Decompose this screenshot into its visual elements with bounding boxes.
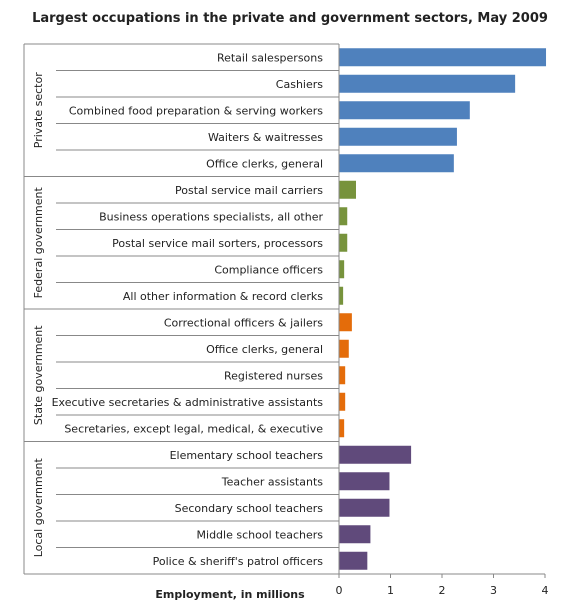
category-label: Secondary school teachers <box>175 502 324 515</box>
x-tick-label: 0 <box>336 584 343 597</box>
x-tick-label: 1 <box>387 584 394 597</box>
bar <box>339 74 516 93</box>
chart-title: Largest occupations in the private and g… <box>32 11 548 26</box>
category-label: Compliance officers <box>214 263 323 276</box>
bar <box>339 419 345 438</box>
category-label: Executive secretaries & administrative a… <box>52 396 324 409</box>
bar <box>339 286 344 305</box>
bar <box>339 233 348 252</box>
bar <box>339 101 470 120</box>
category-label: Business operations specialists, all oth… <box>99 210 323 223</box>
bar <box>339 339 349 358</box>
bar <box>339 48 547 67</box>
bar <box>339 392 346 411</box>
bar <box>339 313 352 332</box>
bar <box>339 472 390 491</box>
category-label: Retail salespersons <box>217 51 323 64</box>
category-label: Waiters & waitresses <box>208 131 323 144</box>
category-label: Postal service mail carriers <box>175 184 323 197</box>
bar <box>339 154 454 173</box>
bar <box>339 525 371 544</box>
category-label: Teacher assistants <box>221 475 323 488</box>
group-label: State government <box>32 325 45 425</box>
x-tick-label: 4 <box>542 584 549 597</box>
group-label: Federal government <box>32 187 45 299</box>
category-label: Registered nurses <box>224 369 323 382</box>
category-label: Police & sheriff's patrol officers <box>153 555 324 568</box>
category-label: Secretaries, except legal, medical, & ex… <box>64 422 323 435</box>
category-label: Middle school teachers <box>197 528 324 541</box>
bar <box>339 180 356 199</box>
category-label: Postal service mail sorters, processors <box>112 237 323 250</box>
bar <box>339 498 390 517</box>
x-tick-label: 2 <box>439 584 446 597</box>
x-tick-label: 3 <box>490 584 497 597</box>
bar <box>339 366 346 385</box>
x-axis-label: Employment, in millions <box>155 588 305 601</box>
group-label: Private sector <box>32 72 45 148</box>
bar <box>339 445 412 464</box>
category-label: Office clerks, general <box>206 343 323 356</box>
category-label: Office clerks, general <box>206 157 323 170</box>
category-label: Combined food preparation & serving work… <box>69 104 323 117</box>
category-label: Correctional officers & jailers <box>164 316 323 329</box>
category-label: Elementary school teachers <box>170 449 324 462</box>
bar <box>339 207 348 226</box>
group-label: Local government <box>32 458 45 558</box>
bar <box>339 551 368 570</box>
category-label: Cashiers <box>276 78 323 91</box>
category-label: All other information & record clerks <box>123 290 323 303</box>
bar <box>339 260 345 279</box>
bar <box>339 127 457 146</box>
